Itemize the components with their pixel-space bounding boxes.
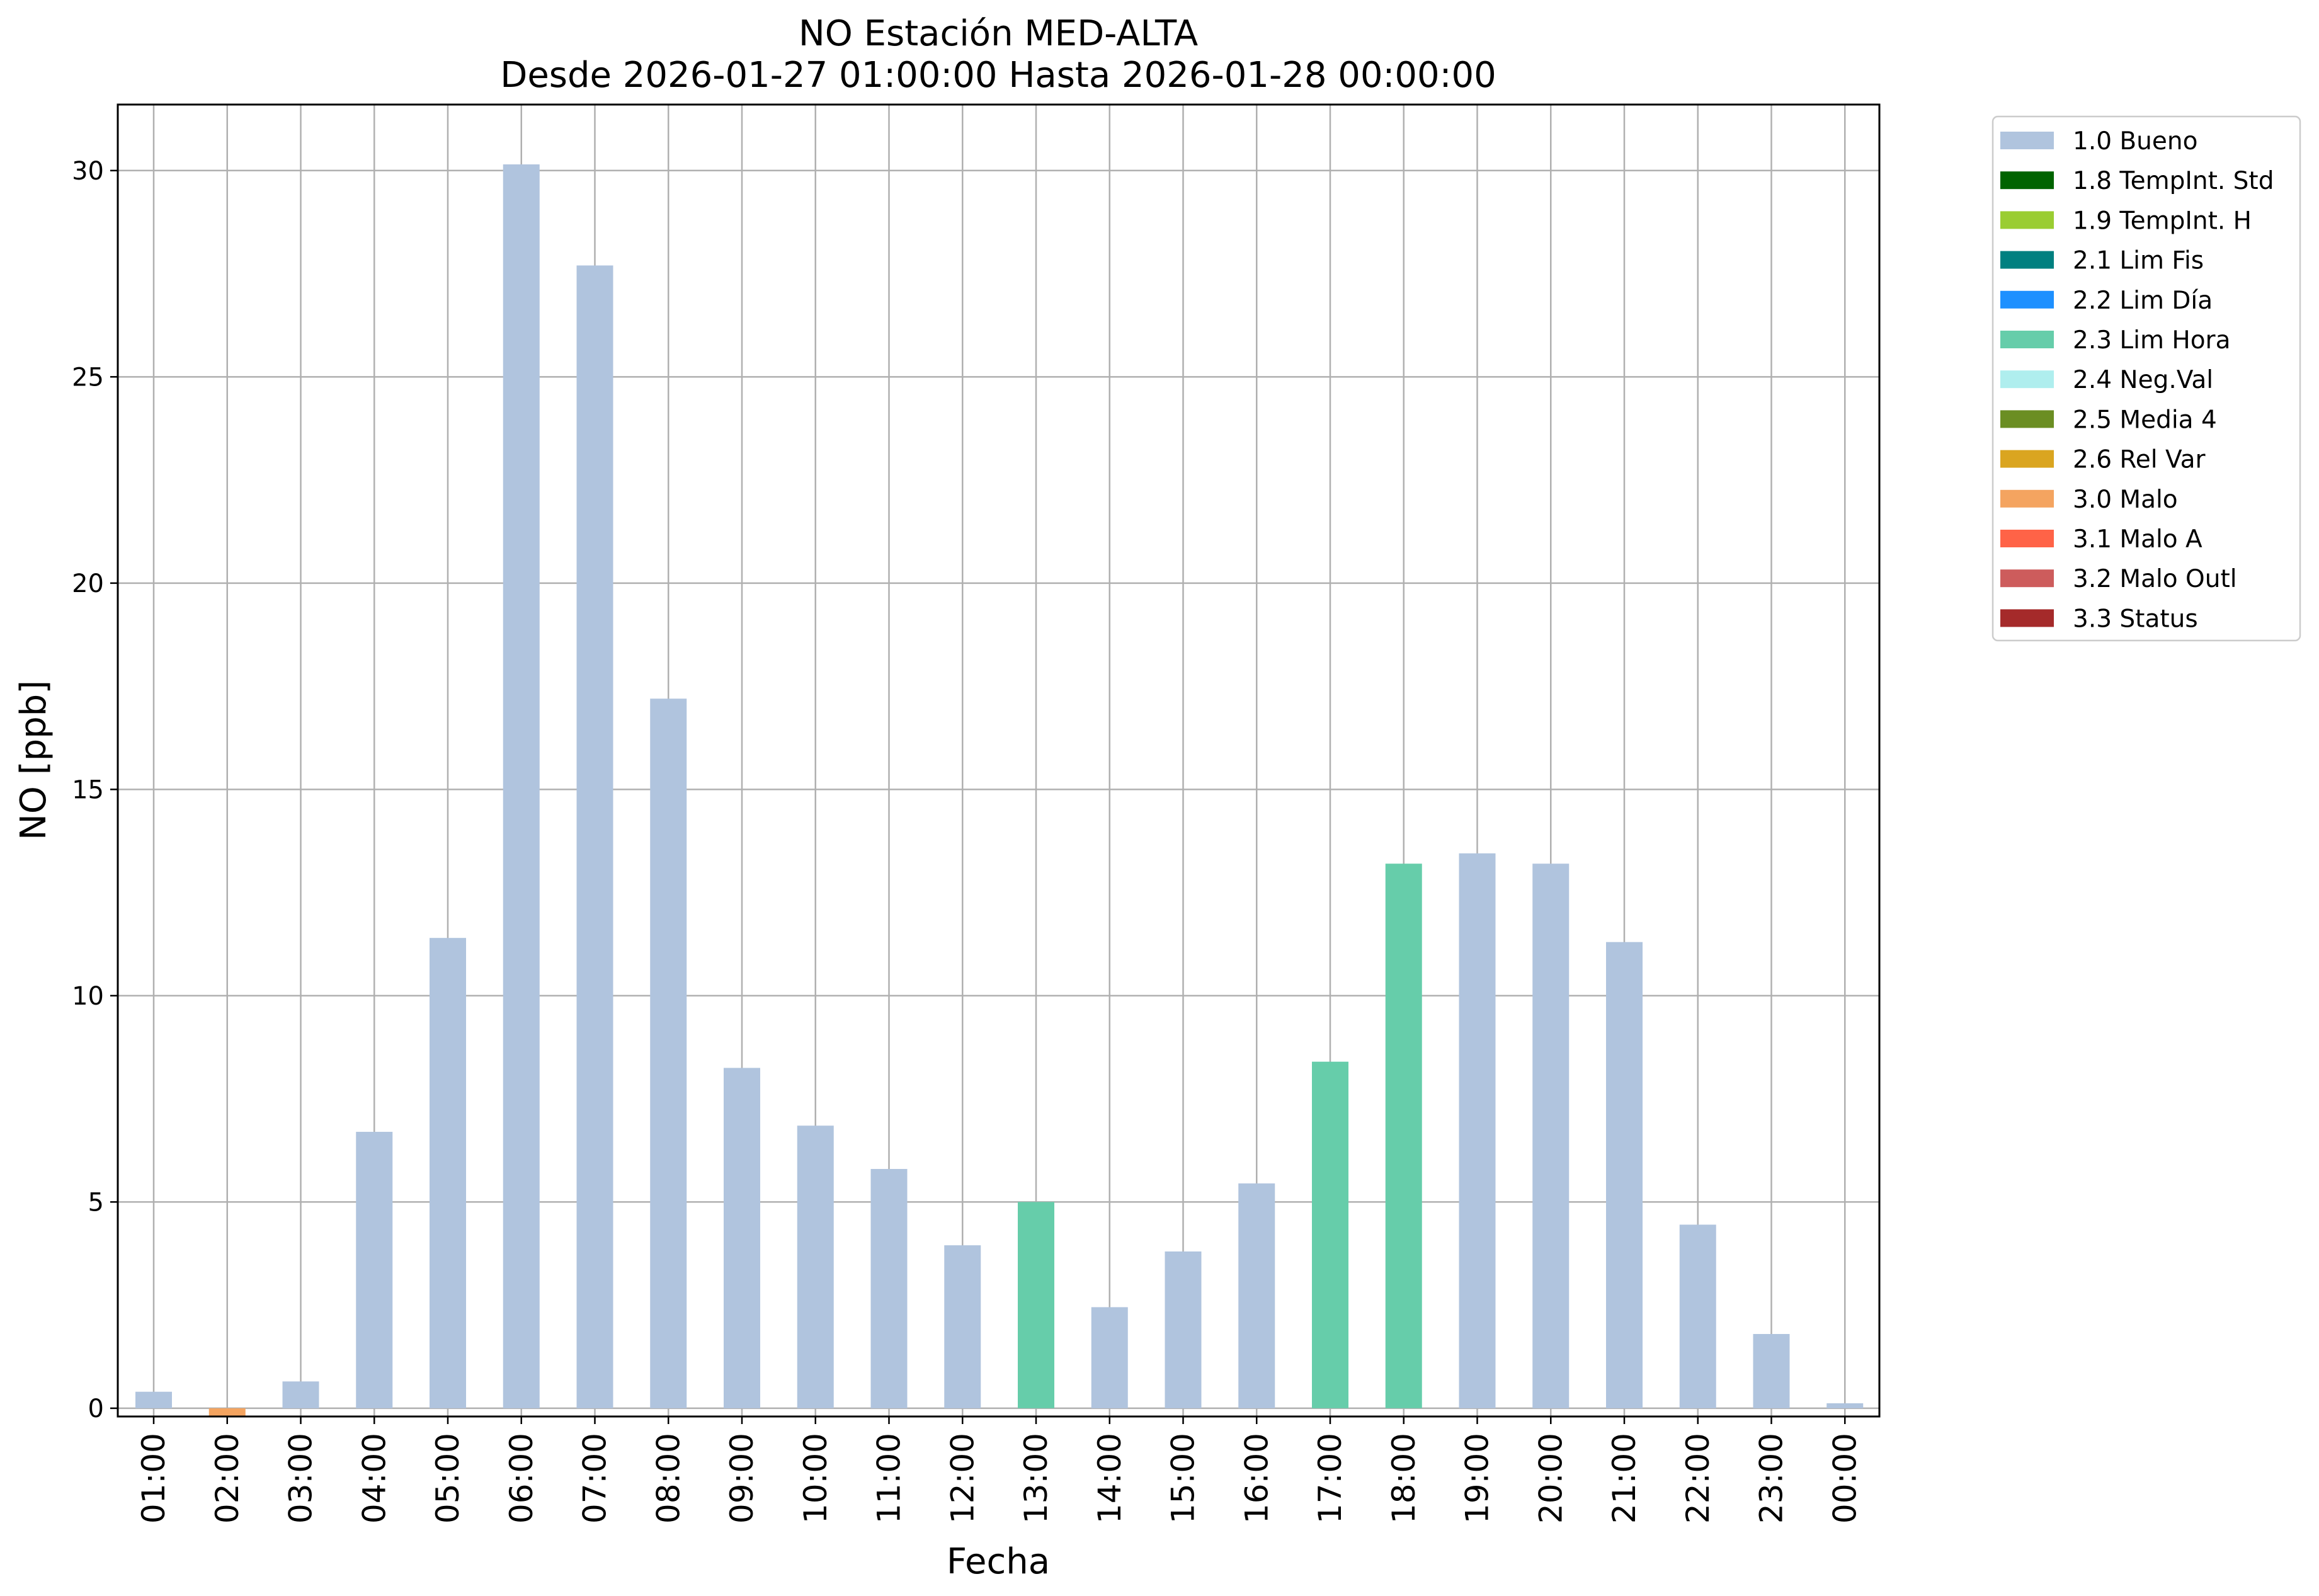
x-tick-label: 02:00 bbox=[209, 1433, 246, 1524]
bar-1900 bbox=[1459, 853, 1496, 1408]
y-tick-label: 20 bbox=[72, 569, 104, 598]
legend-label: 3.0 Malo bbox=[2073, 486, 2178, 514]
bar-0100 bbox=[135, 1391, 172, 1408]
x-tick-label: 12:00 bbox=[944, 1433, 981, 1524]
legend-swatch bbox=[2000, 290, 2054, 309]
legend-label: 2.3 Lim Hora bbox=[2073, 326, 2231, 355]
x-tick-label: 15:00 bbox=[1165, 1433, 1202, 1524]
bar-0300 bbox=[282, 1381, 319, 1408]
x-tick-label: 17:00 bbox=[1312, 1433, 1348, 1524]
x-tick-label: 23:00 bbox=[1753, 1433, 1790, 1524]
bar-1700 bbox=[1312, 1061, 1348, 1408]
x-tick-label: 03:00 bbox=[283, 1433, 319, 1524]
bars bbox=[135, 164, 1864, 1416]
x-ticks: 01:00 02:00 03:00 04:00 05:00 06:00 07:00 08:00… bbox=[135, 1416, 1863, 1524]
bar-1300 bbox=[1018, 1202, 1054, 1408]
y-axis-label: NO [ppb] bbox=[13, 680, 54, 840]
bar-2100 bbox=[1606, 942, 1643, 1408]
bar-1800 bbox=[1385, 864, 1422, 1408]
legend-label: 2.1 Lim Fis bbox=[2073, 247, 2204, 275]
legend: 1.0 Bueno 1.8 TempInt. Std 1.9 TempInt. H 2… bbox=[1991, 115, 2301, 642]
legend-label: 3.3 Status bbox=[2073, 605, 2198, 633]
bar-1500 bbox=[1165, 1251, 1202, 1408]
bar-1200 bbox=[944, 1245, 981, 1408]
legend-label: 1.8 TempInt. Std bbox=[2073, 167, 2274, 195]
x-axis-label: Fecha bbox=[947, 1541, 1050, 1582]
legend-swatch bbox=[2000, 211, 2054, 229]
legend-label: 1.9 TempInt. H bbox=[2073, 207, 2252, 235]
legend-swatch bbox=[2000, 370, 2054, 389]
legend-swatch bbox=[2000, 171, 2054, 190]
x-tick-label: 20:00 bbox=[1532, 1433, 1569, 1524]
x-tick-label: 00:00 bbox=[1826, 1433, 1863, 1524]
x-tick-label: 08:00 bbox=[650, 1433, 687, 1524]
legend-swatch bbox=[2000, 609, 2054, 627]
legend-label: 3.2 Malo Outl bbox=[2073, 565, 2237, 593]
x-tick-label: 09:00 bbox=[724, 1433, 760, 1524]
y-tick-label: 0 bbox=[88, 1394, 104, 1423]
legend-swatch bbox=[2000, 569, 2054, 588]
x-tick-label: 04:00 bbox=[356, 1433, 392, 1524]
y-ticks: 0 5 10 15 20 25 30 bbox=[72, 157, 118, 1423]
x-tick-label: 13:00 bbox=[1018, 1433, 1054, 1524]
x-tick-label: 18:00 bbox=[1386, 1433, 1422, 1524]
bar-1000 bbox=[797, 1126, 834, 1408]
bar-0000 bbox=[1826, 1403, 1864, 1408]
legend-label: 2.5 Media 4 bbox=[2073, 406, 2217, 434]
y-tick-label: 5 bbox=[88, 1188, 104, 1217]
bar-2300 bbox=[1753, 1333, 1790, 1408]
legend-swatch bbox=[2000, 410, 2054, 428]
bar-0900 bbox=[724, 1068, 760, 1408]
x-tick-label: 07:00 bbox=[577, 1433, 613, 1524]
legend-swatch bbox=[2000, 489, 2054, 508]
legend-label: 2.2 Lim Día bbox=[2073, 287, 2213, 315]
legend-box bbox=[1991, 115, 2301, 642]
legend-label: 1.0 Bueno bbox=[2073, 127, 2197, 156]
bar-0500 bbox=[430, 938, 466, 1408]
legend-swatch bbox=[2000, 251, 2054, 269]
plot-frame bbox=[117, 103, 1881, 1418]
y-tick-label: 30 bbox=[72, 157, 104, 186]
chart-subtitle: Desde 2026-01-27 01:00:00 Hasta 2026-01-… bbox=[500, 55, 1496, 96]
chart-title: NO Estación MED-ALTA bbox=[799, 13, 1198, 54]
bar-0600 bbox=[503, 164, 540, 1408]
bar-0700 bbox=[576, 265, 613, 1408]
y-tick-label: 15 bbox=[72, 775, 104, 804]
x-tick-label: 14:00 bbox=[1091, 1433, 1128, 1524]
x-tick-label: 01:00 bbox=[135, 1433, 172, 1524]
x-tick-label: 16:00 bbox=[1238, 1433, 1275, 1524]
bar-1600 bbox=[1238, 1183, 1275, 1408]
legend-swatch bbox=[2000, 530, 2054, 547]
x-tick-label: 19:00 bbox=[1459, 1433, 1496, 1524]
bar-0200 bbox=[208, 1408, 246, 1416]
bar-0800 bbox=[650, 698, 687, 1408]
x-tick-label: 10:00 bbox=[797, 1433, 834, 1524]
bar-2200 bbox=[1679, 1224, 1716, 1408]
bar-2000 bbox=[1532, 864, 1570, 1408]
y-tick-label: 10 bbox=[72, 982, 104, 1011]
x-tick-label: 05:00 bbox=[430, 1433, 466, 1524]
bar-0400 bbox=[356, 1132, 393, 1408]
bar-1100 bbox=[870, 1168, 908, 1408]
x-tick-label: 06:00 bbox=[503, 1433, 540, 1524]
legend-label: 2.4 Neg.Val bbox=[2073, 366, 2213, 394]
legend-label: 3.1 Malo A bbox=[2073, 525, 2202, 554]
y-tick-label: 25 bbox=[72, 363, 104, 392]
bar-1400 bbox=[1091, 1307, 1128, 1408]
legend-swatch bbox=[2000, 331, 2054, 348]
x-tick-label: 22:00 bbox=[1680, 1433, 1716, 1524]
legend-swatch bbox=[2000, 132, 2054, 149]
legend-label: 2.6 Rel Var bbox=[2073, 446, 2206, 474]
legend-swatch bbox=[2000, 450, 2054, 468]
x-tick-label: 11:00 bbox=[871, 1433, 908, 1524]
x-tick-label: 21:00 bbox=[1606, 1433, 1643, 1524]
